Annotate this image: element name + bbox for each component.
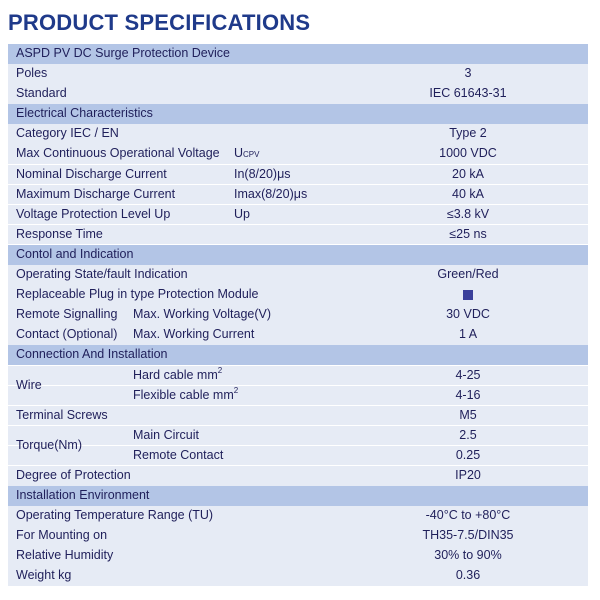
symbol-subscript: CPV xyxy=(243,150,260,160)
row-label: Degree of Protection xyxy=(16,467,131,482)
table-row: Category IEC / EN Type 2 xyxy=(8,124,588,144)
row-value: M5 xyxy=(459,407,477,422)
section-header-connection: Connection And Installation xyxy=(8,345,588,365)
product-name: ASPD PV DC Surge Protection Device xyxy=(16,46,230,60)
module-square-icon xyxy=(463,289,473,300)
table-row: Voltage Protection Level Up Up ≤3.8 kV xyxy=(8,204,588,225)
row-value: IP20 xyxy=(455,467,481,482)
row-label: Voltage Protection Level Up xyxy=(16,206,171,221)
table-row: Wire Flexible cable mm2 4-16 xyxy=(8,378,588,406)
row-sublabel: Max. Working Voltage(V) xyxy=(133,307,272,322)
row-symbol: Up xyxy=(234,206,250,221)
table-row: Torque(Nm) Remote Contact 0.25 xyxy=(8,438,588,466)
row-value: 3 xyxy=(464,66,472,81)
table-row: Hard cable mm2 4-25 xyxy=(8,365,588,386)
row-label: Relative Humidity xyxy=(16,548,114,563)
section-title: Electrical Characteristics xyxy=(16,106,153,121)
row-value: 1 A xyxy=(458,327,478,342)
row-value: 30 VDC xyxy=(446,307,490,322)
row-sublabel: Main Circuit xyxy=(133,427,199,442)
row-symbol: In(8/20)μs xyxy=(234,166,291,181)
row-value: 30% to 90% xyxy=(434,548,502,563)
row-label: Max Continuous Operational Voltage xyxy=(16,146,220,161)
row-value: ≤25 ns xyxy=(449,226,487,241)
table-row: For Mounting on TH35-7.5/DIN35 xyxy=(8,526,588,546)
row-label: Remote Signalling xyxy=(16,307,118,322)
wire-label: Wire xyxy=(16,377,42,392)
row-label: Category IEC / EN xyxy=(16,126,119,141)
table-row: Main Circuit 2.5 xyxy=(8,425,588,446)
row-label: Contact (Optional) xyxy=(16,327,118,342)
row-sublabel: Hard cable mm2 xyxy=(133,365,223,382)
row-sublabel: Remote Contact xyxy=(133,447,224,462)
row-label: Weight kg xyxy=(16,568,72,583)
table-row: Maximum Discharge Current Imax(8/20)μs 4… xyxy=(8,184,588,205)
row-symbol: UCPV xyxy=(234,146,260,161)
table-row: Replaceable Plug in type Protection Modu… xyxy=(8,285,588,305)
row-value: 1000 VDC xyxy=(439,146,497,161)
row-value: Type 2 xyxy=(449,126,487,141)
spec-table: ASPD PV DC Surge Protection Device Poles… xyxy=(8,44,588,587)
row-label: Response Time xyxy=(16,226,103,241)
section-title: Connection And Installation xyxy=(16,347,168,362)
table-row: Max Continuous Operational Voltage UCPV … xyxy=(8,144,588,165)
row-symbol: Imax(8/20)μs xyxy=(234,186,308,201)
table-row: Standard IEC 61643-31 xyxy=(8,84,588,104)
row-value: 0.25 xyxy=(455,447,481,462)
unit-superscript: 2 xyxy=(217,365,223,375)
row-value: 4-16 xyxy=(455,387,481,402)
page-title: PRODUCT SPECIFICATIONS xyxy=(8,10,311,35)
row-value xyxy=(408,285,528,305)
row-value: 40 kA xyxy=(452,186,484,201)
table-row: Terminal Screws M5 xyxy=(8,405,588,426)
row-label: Nominal Discharge Current xyxy=(16,166,167,181)
table-row: Weight kg 0.36 xyxy=(8,566,588,587)
section-title: Contol and Indication xyxy=(16,246,134,261)
row-sublabel: Max. Working Current xyxy=(133,327,255,342)
torque-label: Torque(Nm) xyxy=(16,437,82,452)
row-label: Poles xyxy=(16,66,48,81)
table-row: Remote Signalling Max. Working Voltage(V… xyxy=(8,305,588,325)
row-label: Terminal Screws xyxy=(16,407,108,422)
row-value: IEC 61643-31 xyxy=(429,86,507,101)
row-label: Operating State/fault Indication xyxy=(16,267,188,282)
row-value: TH35-7.5/DIN35 xyxy=(422,528,514,543)
row-label: Maximum Discharge Current xyxy=(16,186,176,201)
row-value: 4-25 xyxy=(455,367,481,382)
section-header-control: Contol and Indication xyxy=(8,244,588,265)
row-label: Operating Temperature Range (TU) xyxy=(16,508,214,523)
row-label: Standard xyxy=(16,86,67,101)
table-row: Operating Temperature Range (TU) -40°C t… xyxy=(8,506,588,526)
section-header-environment: Installation Environment xyxy=(8,486,588,506)
section-title: Installation Environment xyxy=(16,488,150,503)
table-row: Degree of Protection IP20 xyxy=(8,465,588,486)
row-value: -40°C to +80°C xyxy=(425,508,511,523)
row-label: Replaceable Plug in type Protection Modu… xyxy=(16,287,259,302)
table-row: Poles 3 xyxy=(8,64,588,84)
table-row: Nominal Discharge Current In(8/20)μs 20 … xyxy=(8,164,588,185)
row-value: ≤3.8 kV xyxy=(446,206,490,221)
table-row: Operating State/fault Indication Green/R… xyxy=(8,265,588,285)
product-name-row: ASPD PV DC Surge Protection Device xyxy=(8,44,588,64)
row-value: 20 kA xyxy=(452,166,484,181)
table-row: Response Time ≤25 ns xyxy=(8,224,588,245)
row-label: For Mounting on xyxy=(16,528,108,543)
section-header-electrical: Electrical Characteristics xyxy=(8,104,588,124)
row-sublabel: Flexible cable mm2 xyxy=(133,385,239,402)
unit-superscript: 2 xyxy=(233,385,239,395)
table-row: Relative Humidity 30% to 90% xyxy=(8,546,588,566)
row-value: 0.36 xyxy=(455,568,481,583)
row-value: 2.5 xyxy=(459,427,477,442)
table-row: Contact (Optional) Max. Working Current … xyxy=(8,325,588,345)
row-value: Green/Red xyxy=(437,267,499,282)
